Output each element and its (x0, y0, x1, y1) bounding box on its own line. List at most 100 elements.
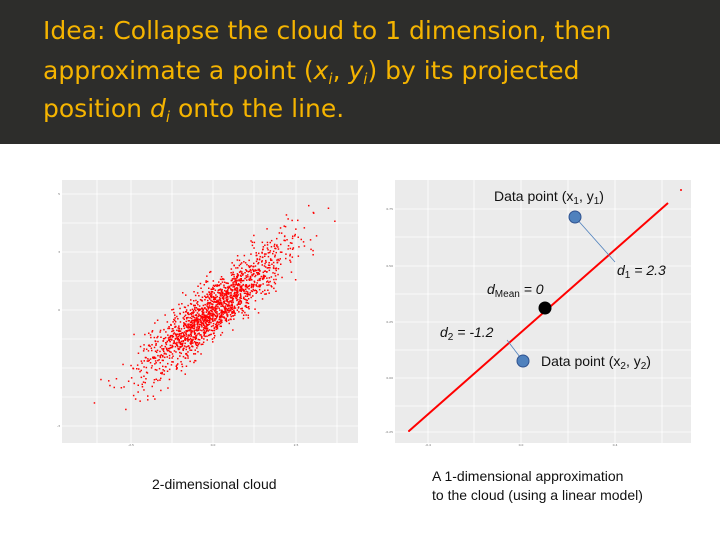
cloud-point (267, 255, 270, 258)
cloud-point (249, 294, 251, 296)
cloud-point (253, 289, 255, 292)
cloud-point (230, 292, 232, 294)
cloud-point (195, 329, 198, 331)
cloud-point (240, 289, 242, 291)
cloud-point (208, 329, 211, 331)
cloud-point (201, 317, 203, 319)
cloud-point (157, 379, 159, 382)
cloud-point (187, 304, 189, 307)
cloud-point (216, 299, 218, 302)
cloud-point (210, 321, 212, 324)
cloud-point (273, 265, 275, 267)
cloud-point (162, 365, 164, 368)
cloud-point (240, 275, 242, 277)
cloud-point (252, 265, 255, 268)
cloud-point (277, 273, 279, 276)
cloud-point (235, 293, 238, 296)
cloud-point (174, 333, 177, 335)
cloud-point (209, 319, 211, 322)
cloud-point (190, 335, 192, 337)
cloud-point (253, 273, 255, 275)
cloud-point (197, 310, 200, 312)
cloud-point (228, 311, 230, 313)
cloud-point (227, 304, 229, 306)
cloud-point (219, 299, 222, 302)
cloud-point (164, 356, 166, 359)
cloud-point (183, 318, 185, 320)
cloud-point (198, 319, 201, 321)
cloud-point (196, 323, 198, 325)
cloud-point (202, 322, 205, 325)
cloud-point (220, 293, 223, 295)
cloud-point (234, 279, 237, 281)
cloud-point (228, 301, 230, 303)
cloud-point (240, 308, 242, 310)
cloud-point (227, 319, 230, 321)
cloud-point (243, 314, 245, 316)
cloud-point (190, 326, 192, 328)
cloud-point (193, 330, 196, 332)
cloud-point (199, 318, 202, 320)
cloud-point (226, 311, 228, 314)
cloud-point (221, 312, 223, 314)
cloud-point (167, 387, 169, 389)
cloud-point (259, 277, 262, 280)
cloud-point (204, 299, 206, 301)
cloud-point (267, 264, 270, 266)
cloud-point (213, 327, 215, 330)
cloud-point (152, 356, 154, 359)
cloud-point (143, 360, 145, 362)
cloud-point (238, 301, 240, 303)
cloud-point (187, 345, 189, 348)
cloud-point (214, 307, 217, 310)
cloud-point (182, 348, 184, 351)
cloud-point (214, 311, 217, 314)
cloud-point (237, 284, 239, 287)
cloud-point (265, 259, 267, 262)
cloud-point (177, 327, 179, 329)
cloud-point (208, 293, 211, 296)
cloud-point (165, 347, 168, 349)
cloud-point (236, 288, 239, 290)
cloud-point (275, 247, 277, 250)
cloud-point (161, 371, 163, 374)
cloud-point (199, 314, 202, 317)
cloud-point (234, 294, 237, 297)
cloud-point (262, 278, 264, 281)
cloud-point (197, 333, 199, 335)
scatter-plot-2d-canvas: -2.5 0.0 2.5 5 3 0 -3 (57, 180, 358, 447)
cloud-point (223, 302, 225, 304)
cloud-point (310, 248, 312, 251)
cloud-point (226, 305, 229, 307)
cloud-point (294, 233, 296, 236)
cloud-point (170, 324, 172, 326)
cloud-point (212, 341, 214, 343)
cloud-point (213, 313, 216, 316)
cloud-point (226, 299, 229, 301)
cloud-point (182, 340, 184, 342)
cloud-point (196, 321, 199, 324)
cloud-point (297, 255, 300, 257)
cloud-point (220, 325, 222, 328)
cloud-point (243, 289, 245, 291)
cloud-point (262, 275, 265, 278)
cloud-point (275, 269, 277, 272)
cloud-point (241, 267, 243, 269)
cloud-point (297, 219, 299, 222)
cloud-point (227, 301, 229, 303)
cloud-point (162, 359, 164, 362)
cloud-point (294, 235, 296, 237)
cloud-point (291, 237, 294, 240)
cloud-point (214, 315, 216, 317)
cloud-point (219, 292, 221, 294)
cloud-point (263, 265, 266, 267)
cloud-point (175, 334, 177, 336)
cloud-point (185, 330, 187, 332)
cloud-point (139, 400, 141, 402)
cloud-point (227, 309, 229, 311)
cloud-point (240, 279, 243, 282)
x-tick-label: 2.5 (294, 443, 299, 447)
cloud-point (199, 334, 201, 336)
cloud-point (247, 265, 250, 267)
cloud-point (183, 334, 186, 337)
